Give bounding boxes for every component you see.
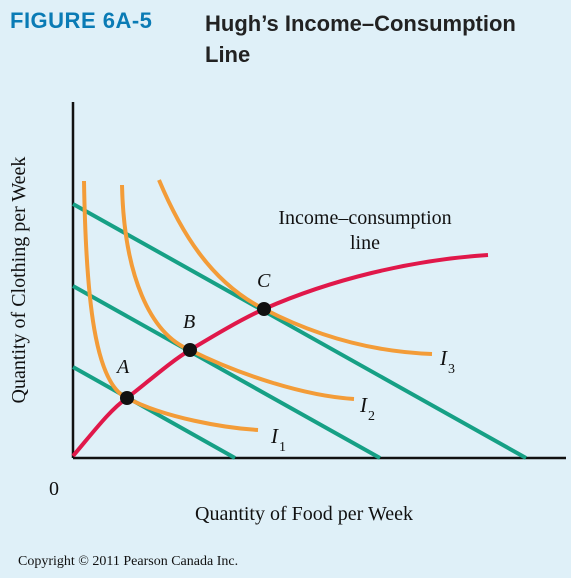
budget-line-2 bbox=[72, 284, 381, 460]
figure-title: Hugh’s Income–Consumption Line bbox=[205, 11, 516, 67]
point-a-label: A bbox=[115, 356, 130, 378]
indifference-label-i2: I2 bbox=[359, 393, 375, 424]
income-consumption-line bbox=[71, 253, 489, 458]
income-consumption-label-line1: Income–consumption bbox=[278, 207, 451, 229]
income-consumption-label-line2: line bbox=[350, 232, 380, 254]
indifference-label-i3: I3 bbox=[439, 346, 455, 377]
point-c-marker bbox=[257, 302, 271, 316]
budget-line-1 bbox=[72, 365, 236, 460]
figure-number: FIGURE 6A-5 bbox=[10, 8, 153, 33]
point-b-label: B bbox=[183, 311, 195, 333]
copyright-notice: Copyright © 2011 Pearson Canada Inc. bbox=[18, 554, 239, 569]
origin-label: 0 bbox=[49, 478, 59, 500]
point-c-label: C bbox=[257, 270, 271, 292]
indifference-label-i1: I1 bbox=[270, 424, 286, 455]
x-axis-label: Quantity of Food per Week bbox=[195, 503, 413, 525]
point-b-marker bbox=[183, 343, 197, 357]
y-axis-label: Quantity of Clothing per Week bbox=[8, 157, 30, 404]
point-a-marker bbox=[120, 391, 134, 405]
budget-line-3 bbox=[72, 202, 527, 460]
